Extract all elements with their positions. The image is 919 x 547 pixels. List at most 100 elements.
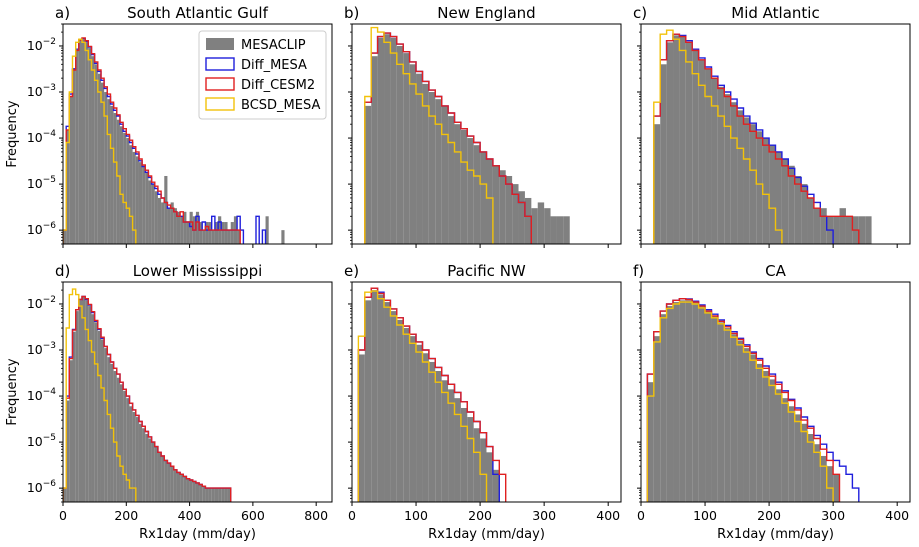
bar xyxy=(230,222,234,244)
bar xyxy=(492,469,500,502)
panel-3: c) Mid Atlantic xyxy=(633,4,911,248)
bar xyxy=(94,64,98,244)
bar xyxy=(113,113,117,244)
panel-title: South Atlantic Gulf xyxy=(127,4,268,22)
panel-letter: f) xyxy=(633,262,644,280)
bar xyxy=(129,406,133,502)
bar xyxy=(104,348,108,502)
series-bcsd-mesa-step xyxy=(364,26,494,244)
series-diff-cesm2-step xyxy=(646,298,841,502)
bar xyxy=(142,165,146,244)
bar xyxy=(384,34,391,244)
bar xyxy=(563,216,570,244)
bar xyxy=(364,300,372,502)
bar xyxy=(743,348,750,502)
axes-frame xyxy=(640,23,911,245)
bar xyxy=(119,126,124,244)
bar xyxy=(705,68,712,244)
bar xyxy=(88,306,92,502)
bar xyxy=(202,230,206,244)
x-tick-label: 0 xyxy=(348,508,356,523)
bar xyxy=(119,384,124,502)
panel-letter: c) xyxy=(633,4,647,22)
bar xyxy=(409,336,417,502)
y-tick-label: 10−2 xyxy=(27,37,56,53)
x-tick-label: 300 xyxy=(821,508,845,523)
bar xyxy=(224,222,228,244)
bar xyxy=(224,488,228,502)
series-mesaclip-bars xyxy=(653,35,872,244)
legend-swatch xyxy=(205,57,235,71)
x-tick-label: 200 xyxy=(114,508,138,523)
bar xyxy=(221,222,225,244)
legend-swatch xyxy=(205,77,235,91)
bar xyxy=(473,428,481,502)
bar xyxy=(647,382,654,502)
y-tick-label: 10−3 xyxy=(27,83,56,99)
axes-frame xyxy=(62,23,333,245)
bar xyxy=(807,197,814,244)
bar xyxy=(110,105,114,244)
x-tick-label: 300 xyxy=(532,508,556,523)
x-tick-label: 600 xyxy=(241,508,265,523)
bar xyxy=(775,389,782,502)
bar xyxy=(762,371,770,502)
bar xyxy=(448,116,455,244)
legend-swatch xyxy=(206,38,234,50)
bar xyxy=(192,481,196,502)
bar xyxy=(81,297,86,502)
bar xyxy=(189,211,193,244)
bar xyxy=(72,331,76,502)
bar xyxy=(180,474,184,502)
bar xyxy=(97,73,101,244)
bar xyxy=(685,300,693,502)
y-tick-label: 10−5 xyxy=(27,175,56,191)
bar xyxy=(705,311,712,502)
y-tick-label: 10−4 xyxy=(27,387,56,403)
bar xyxy=(173,208,177,244)
series-bcsd-mesa-step xyxy=(357,290,488,502)
legend-item: Diff_MESA xyxy=(205,57,307,73)
bar xyxy=(730,102,738,244)
legend-label: BCSD_MESA xyxy=(241,98,320,113)
bar xyxy=(480,151,487,244)
bar xyxy=(660,64,667,244)
panel-letter: d) xyxy=(55,262,70,280)
bar xyxy=(167,208,171,244)
bar xyxy=(403,328,410,502)
plot-area-2 xyxy=(364,26,570,244)
x-tick-label: 400 xyxy=(178,508,202,523)
bar xyxy=(135,156,139,244)
bar xyxy=(524,197,532,244)
panel-title: CA xyxy=(765,262,786,280)
bar xyxy=(154,191,158,244)
bar xyxy=(88,48,92,244)
bar xyxy=(781,398,789,502)
bar xyxy=(756,363,763,502)
bar xyxy=(724,328,731,502)
bar xyxy=(170,202,174,244)
bar xyxy=(807,433,814,502)
bar xyxy=(384,302,391,502)
bar xyxy=(845,216,853,244)
bar xyxy=(422,83,429,244)
bar xyxy=(186,478,190,502)
bar xyxy=(145,172,149,244)
bar xyxy=(148,438,152,502)
series-bcsd-mesa-step xyxy=(646,301,834,502)
bar xyxy=(199,222,203,244)
bar xyxy=(126,138,130,244)
bar xyxy=(467,138,474,244)
bar xyxy=(205,222,209,244)
bar xyxy=(698,306,706,502)
bar xyxy=(486,452,493,502)
bar xyxy=(116,377,120,502)
axes-frame xyxy=(351,23,622,245)
legend-label: Diff_MESA xyxy=(241,58,307,73)
bar xyxy=(858,216,866,244)
bar xyxy=(833,474,840,502)
series-bcsd-mesa-step xyxy=(63,288,137,502)
bar xyxy=(769,145,776,244)
series-diff-mesa-step xyxy=(653,33,834,244)
bar xyxy=(227,230,231,244)
